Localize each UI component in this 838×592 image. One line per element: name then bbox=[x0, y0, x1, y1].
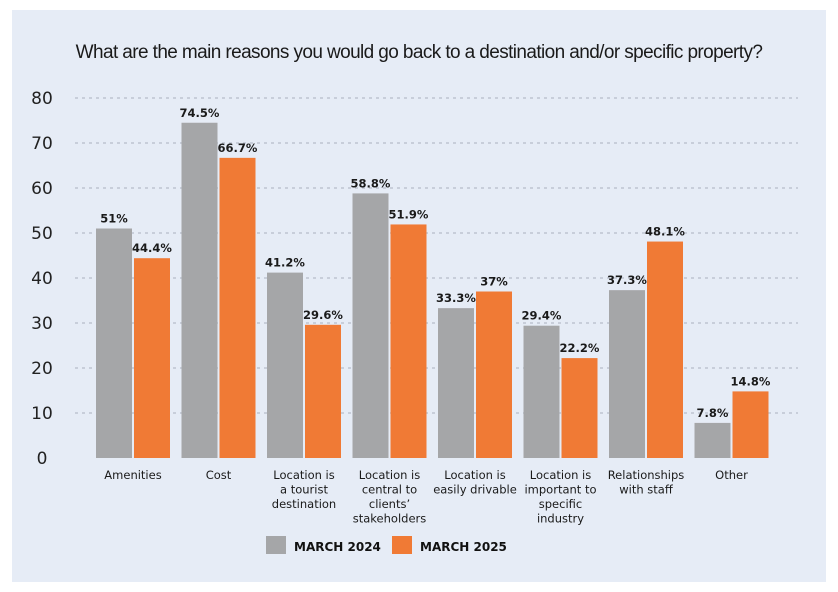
data-label: 51.9% bbox=[389, 207, 429, 221]
data-label: 66.7% bbox=[218, 141, 258, 155]
data-label: 7.8% bbox=[697, 406, 729, 420]
bar-march-2025 bbox=[390, 224, 427, 458]
category-label: Location is important to specific industry bbox=[524, 468, 596, 526]
bar-march-2025 bbox=[305, 324, 341, 458]
y-tick-label: 0 bbox=[37, 449, 48, 469]
data-label: 14.8% bbox=[731, 374, 771, 388]
y-tick-label: 30 bbox=[31, 314, 53, 334]
data-label: 51% bbox=[100, 212, 128, 226]
data-label: 37.3% bbox=[607, 273, 647, 287]
bar-march-2024 bbox=[438, 308, 474, 458]
bar-march-2024 bbox=[352, 193, 389, 458]
category-label: Cost bbox=[206, 468, 232, 482]
bar-march-2025 bbox=[647, 241, 683, 458]
category-label: Other bbox=[715, 468, 748, 482]
data-label: 22.2% bbox=[560, 341, 600, 355]
chart-title: What are the main reasons you would go b… bbox=[76, 42, 763, 63]
y-axis-ticks: 0 10 20 30 40 50 60 70 80 bbox=[31, 89, 53, 469]
bar-march-2024 bbox=[181, 122, 218, 458]
data-label: 58.8% bbox=[351, 176, 391, 190]
y-tick-label: 10 bbox=[31, 404, 53, 424]
y-tick-label: 80 bbox=[31, 89, 53, 109]
legend: MARCH 2024 MARCH 2025 bbox=[266, 536, 507, 554]
data-label: 29.4% bbox=[522, 309, 562, 323]
bars bbox=[96, 122, 769, 458]
y-tick-label: 70 bbox=[31, 134, 53, 154]
y-tick-label: 50 bbox=[31, 224, 53, 244]
bar-march-2025 bbox=[219, 157, 256, 458]
category-label: Amenities bbox=[104, 468, 161, 482]
legend-label-march-2024: MARCH 2024 bbox=[294, 540, 381, 554]
data-label: 74.5% bbox=[180, 106, 220, 120]
bar-march-2025 bbox=[134, 258, 170, 458]
y-tick-label: 60 bbox=[31, 179, 53, 199]
data-label: 37% bbox=[480, 275, 508, 289]
bar-march-2024 bbox=[267, 272, 303, 458]
y-tick-label: 20 bbox=[31, 359, 53, 379]
data-label: 41.2% bbox=[265, 256, 305, 270]
bar-march-2025 bbox=[732, 391, 769, 458]
y-tick-label: 40 bbox=[31, 269, 53, 289]
legend-swatch-march-2025 bbox=[392, 536, 412, 554]
category-label: Location is a tourist destination bbox=[272, 468, 336, 511]
bar-march-2024 bbox=[609, 290, 645, 458]
category-label: Location is easily drivable bbox=[433, 468, 517, 497]
data-label: 29.6% bbox=[303, 308, 343, 322]
legend-label-march-2025: MARCH 2025 bbox=[420, 540, 507, 554]
bar-march-2024 bbox=[96, 228, 132, 458]
bar-march-2024 bbox=[694, 422, 731, 458]
data-label: 33.3% bbox=[436, 291, 476, 305]
legend-swatch-march-2024 bbox=[266, 536, 286, 554]
category-label: Location is central to clients’ stakeholder… bbox=[353, 468, 427, 526]
bar-march-2025 bbox=[476, 291, 512, 458]
bar-march-2025 bbox=[561, 358, 598, 458]
data-labels: 51% 74.5% 41.2% 58.8% 33.3% 29.4% 37.3% 7.8% 44.… bbox=[100, 106, 771, 420]
category-label: Relationships with staff bbox=[608, 468, 685, 497]
bar-march-2024 bbox=[523, 325, 560, 458]
x-axis-categories: Amenities Cost Location is a tourist destina… bbox=[104, 468, 748, 526]
data-label: 44.4% bbox=[132, 241, 172, 255]
data-label: 48.1% bbox=[645, 225, 685, 239]
